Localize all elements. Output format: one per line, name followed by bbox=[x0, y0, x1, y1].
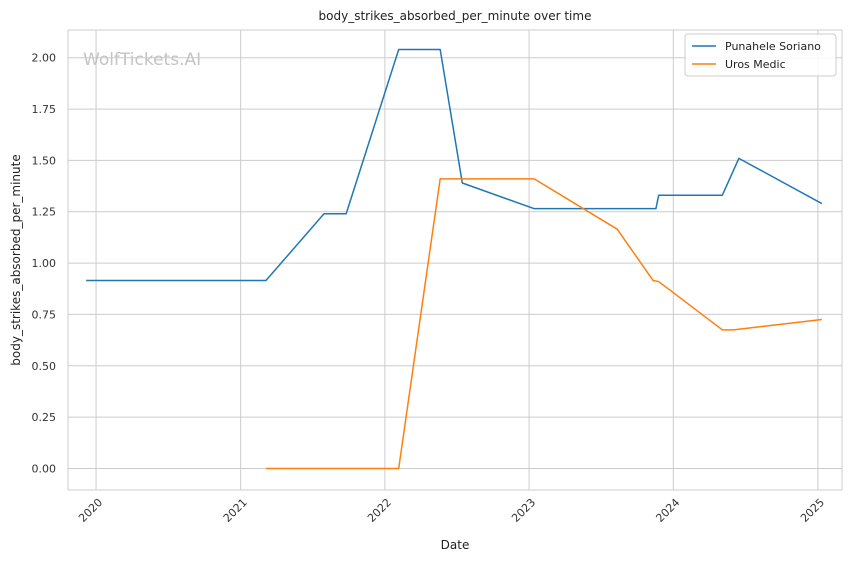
y-tick-label: 0.25 bbox=[32, 411, 57, 424]
plot-frame bbox=[67, 29, 843, 491]
series-line-uros-medic bbox=[265, 178, 822, 470]
x-tick-label: 2022 bbox=[365, 496, 394, 525]
series-lines bbox=[86, 48, 823, 470]
x-tick-label: 2025 bbox=[798, 496, 827, 525]
grid bbox=[68, 30, 842, 490]
y-tick-label: 1.25 bbox=[32, 206, 57, 219]
x-tick-label: 2023 bbox=[509, 496, 538, 525]
y-tick-label: 1.00 bbox=[32, 257, 57, 270]
y-axis-title: body_strikes_absorbed_per_minute bbox=[9, 154, 23, 365]
y-tick-label: 2.00 bbox=[32, 52, 57, 65]
legend: Punahele Soriano Uros Medic bbox=[684, 33, 837, 77]
x-tick-label: 2024 bbox=[653, 496, 682, 525]
y-tick-label: 1.50 bbox=[32, 154, 57, 167]
chart-title: body_strikes_absorbed_per_minute over ti… bbox=[319, 9, 592, 23]
legend-label-punahele-soriano: Punahele Soriano bbox=[725, 40, 821, 53]
y-tick-label: 0.00 bbox=[32, 462, 57, 475]
x-tick-label: 2020 bbox=[76, 496, 105, 525]
y-tick-label: 0.75 bbox=[32, 308, 57, 321]
x-axis-title: Date bbox=[441, 538, 470, 552]
x-tick-label: 2021 bbox=[221, 496, 250, 525]
watermark-text: WolfTickets.AI bbox=[83, 50, 201, 70]
y-tick-label: 1.75 bbox=[32, 103, 57, 116]
series-line-punahele-soriano bbox=[86, 48, 823, 282]
legend-label-uros-medic: Uros Medic bbox=[725, 58, 786, 71]
legend-box bbox=[684, 33, 837, 77]
tick-labels: 0.00 0.25 0.50 0.75 1.00 1.25 1.50 1.75 2.00 2020… bbox=[32, 52, 828, 525]
y-tick-label: 0.50 bbox=[32, 360, 57, 373]
